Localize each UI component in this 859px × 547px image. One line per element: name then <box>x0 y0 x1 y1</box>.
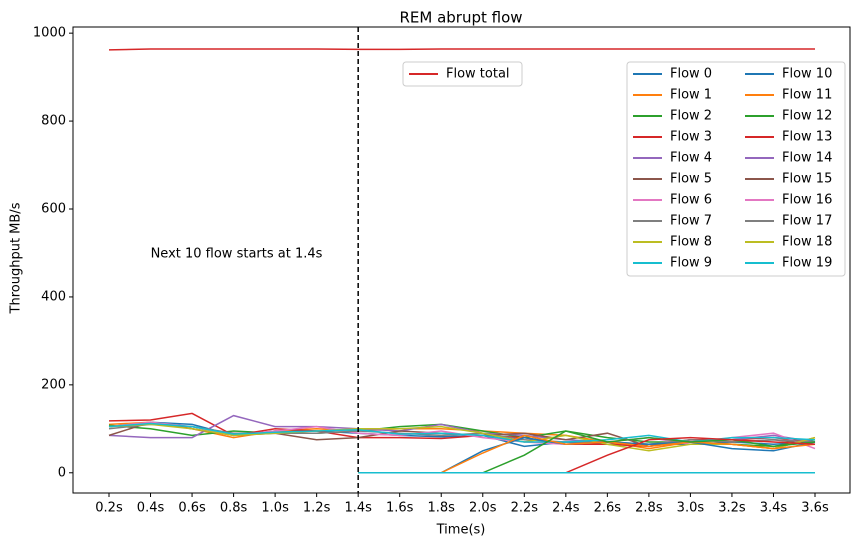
y-tick-label: 1000 <box>33 26 66 41</box>
plot-frame <box>72 26 851 494</box>
legend-label: Flow 10 <box>782 67 832 82</box>
legend-label: Flow 1 <box>670 88 712 103</box>
legend-label: Flow 19 <box>782 256 832 271</box>
series-line <box>108 48 815 51</box>
x-tick-label: 0.8s <box>220 501 248 516</box>
annotation: Next 10 flow starts at 1.4s <box>151 246 323 261</box>
x-tick-label: 3.4s <box>760 501 788 516</box>
legend-label: Flow 18 <box>782 235 832 250</box>
legend-box <box>626 61 846 277</box>
x-tick-label: 0.4s <box>137 501 165 516</box>
x-tick-label: 3.2s <box>718 501 746 516</box>
x-axis-label: Time(s) <box>436 523 486 538</box>
legend-label: Flow 7 <box>670 214 712 229</box>
legend-label: Flow 15 <box>782 172 832 187</box>
x-tick-label: 1.8s <box>428 501 456 516</box>
legend-label: Flow 11 <box>782 88 832 103</box>
y-tick-label: 400 <box>41 289 66 304</box>
x-tick-label: 2.4s <box>552 501 580 516</box>
x-tick-label: 3.6s <box>801 501 829 516</box>
y-axis-label: Throughput MB/s <box>9 202 24 314</box>
legend-label: Flow 14 <box>782 151 832 166</box>
x-tick-label: 0.6s <box>178 501 206 516</box>
legend-label: Flow 0 <box>670 67 712 82</box>
legend-label: Flow total <box>446 67 510 82</box>
x-tick-label: 2.6s <box>594 501 622 516</box>
legend-label: Flow 13 <box>782 130 832 145</box>
legend-label: Flow 5 <box>670 172 712 187</box>
legend-label: Flow 6 <box>670 193 712 208</box>
x-tick-label: 3.0s <box>677 501 705 516</box>
legend-label: Flow 3 <box>670 130 712 145</box>
chart-title: REM abrupt flow <box>399 9 522 27</box>
legend-box <box>402 61 523 87</box>
x-tick-label: 1.2s <box>303 501 331 516</box>
legend-label: Flow 8 <box>670 235 712 250</box>
legend-label: Flow 9 <box>670 256 712 271</box>
x-tick-label: 0.2s <box>95 501 123 516</box>
y-tick-label: 200 <box>41 377 66 392</box>
legend-label: Flow 12 <box>782 109 832 124</box>
x-tick-label: 1.0s <box>261 501 289 516</box>
legend-label: Flow 4 <box>670 151 712 166</box>
x-tick-label: 2.0s <box>469 501 497 516</box>
y-tick-label: 800 <box>41 114 66 129</box>
y-tick-label: 600 <box>41 202 66 217</box>
y-tick-label: 0 <box>58 465 66 480</box>
series-line <box>108 423 816 452</box>
legend-label: Flow 2 <box>670 109 712 124</box>
legend-label: Flow 17 <box>782 214 832 229</box>
x-tick-label: 2.2s <box>511 501 539 516</box>
x-tick-label: 1.4s <box>344 501 372 516</box>
x-tick-label: 2.8s <box>635 501 663 516</box>
x-tick-label: 1.6s <box>386 501 414 516</box>
legend-label: Flow 16 <box>782 193 832 208</box>
